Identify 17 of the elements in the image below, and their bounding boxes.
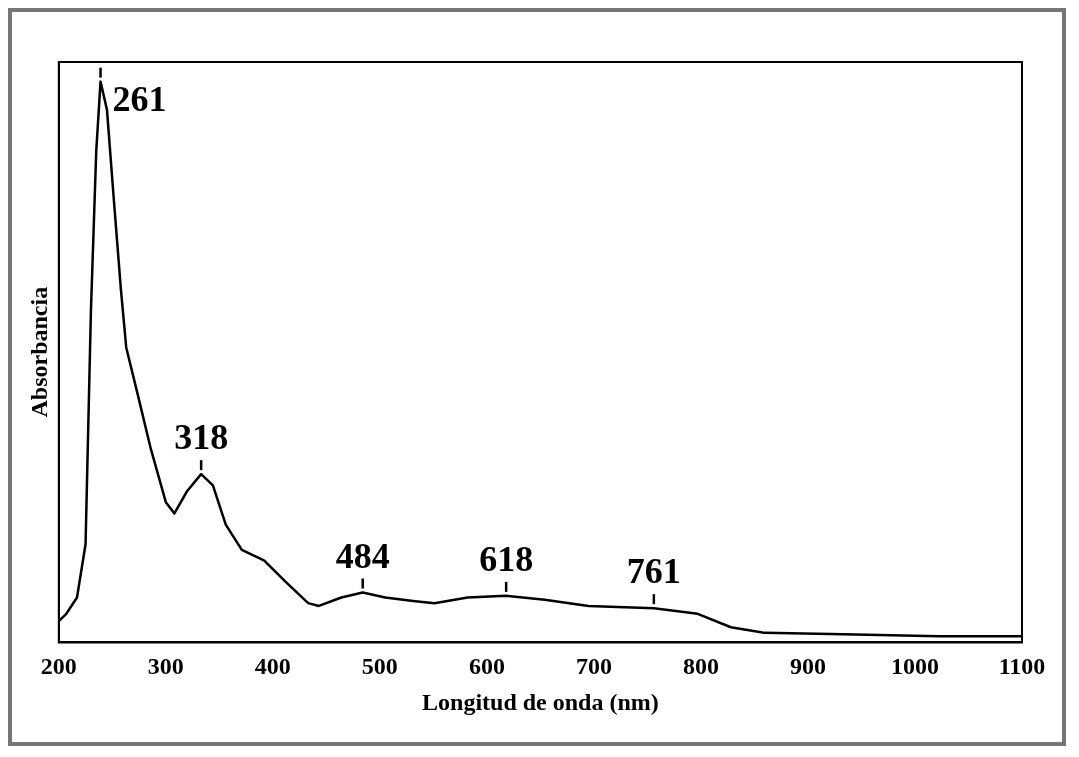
x-tick-label: 1000	[890, 653, 939, 679]
x-tick-label: 200	[40, 653, 77, 679]
annotation: 761	[626, 551, 681, 592]
annotation: 618	[479, 539, 534, 580]
x-tick-label: 500	[361, 653, 398, 679]
annotation: 318	[174, 417, 229, 458]
x-tick-label: 600	[468, 653, 505, 679]
x-tick-label: 300	[147, 653, 184, 679]
x-tick-label: 900	[789, 653, 826, 679]
x-tick-label: 400	[254, 653, 291, 679]
x-tick-label: 1100	[998, 653, 1046, 679]
x-tick-label: 700	[575, 653, 612, 679]
annotation: 484	[335, 535, 390, 576]
x-axis-title: Longitud de onda (nm)	[422, 688, 659, 715]
x-tick-label: 800	[682, 653, 719, 679]
annotation: 261	[112, 78, 167, 119]
y-axis-title: Absorbancia	[25, 286, 52, 418]
